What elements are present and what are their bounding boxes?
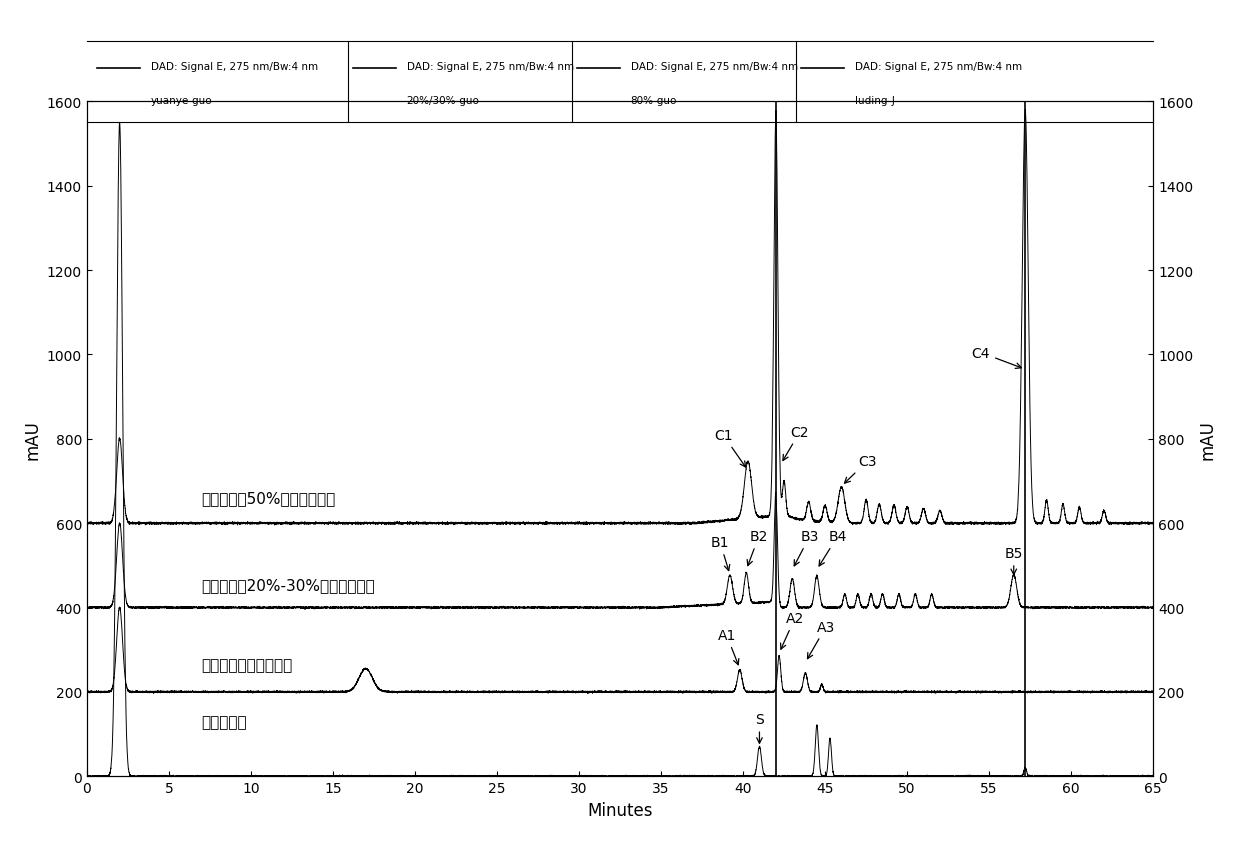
- Text: 珠芽蕙果实提取液浸膏: 珠芽蕙果实提取液浸膏: [202, 657, 293, 672]
- Text: 芦丁对照品: 芦丁对照品: [202, 714, 247, 729]
- Text: DAD: Signal E, 275 nm/Bw:4 nm: DAD: Signal E, 275 nm/Bw:4 nm: [631, 62, 797, 72]
- Text: C3: C3: [844, 455, 877, 484]
- Text: 珠芽蕙果实50%洗脱液冻干物: 珠芽蕙果实50%洗脱液冻干物: [202, 490, 336, 506]
- Y-axis label: mAU: mAU: [24, 420, 41, 459]
- Text: DAD: Signal E, 275 nm/Bw:4 nm: DAD: Signal E, 275 nm/Bw:4 nm: [854, 62, 1022, 72]
- Text: A3: A3: [807, 620, 835, 659]
- Text: 80%-guo: 80%-guo: [631, 96, 677, 106]
- Text: DAD: Signal E, 275 nm/Bw:4 nm: DAD: Signal E, 275 nm/Bw:4 nm: [151, 62, 317, 72]
- Text: A2: A2: [781, 612, 804, 649]
- X-axis label: Minutes: Minutes: [588, 801, 652, 819]
- Text: B4: B4: [820, 530, 847, 566]
- Text: B1: B1: [711, 536, 730, 571]
- Text: B5: B5: [1004, 547, 1023, 575]
- Text: C1: C1: [714, 429, 745, 467]
- Text: 珠芽蕙果实20%-30%洗脱液冻干物: 珠芽蕙果实20%-30%洗脱液冻干物: [202, 577, 376, 592]
- Text: B3: B3: [794, 530, 818, 566]
- Text: luding-J: luding-J: [854, 96, 894, 106]
- Y-axis label: mAU: mAU: [1199, 420, 1216, 459]
- Text: 20%/30%-guo: 20%/30%-guo: [407, 96, 480, 106]
- Text: C2: C2: [782, 426, 810, 461]
- Text: C4: C4: [972, 346, 1022, 369]
- Text: A1: A1: [718, 629, 739, 665]
- Text: yuanye-guo: yuanye-guo: [151, 96, 212, 106]
- Text: B2: B2: [748, 530, 768, 566]
- Text: DAD: Signal E, 275 nm/Bw:4 nm: DAD: Signal E, 275 nm/Bw:4 nm: [407, 62, 574, 72]
- Text: S: S: [755, 712, 764, 744]
